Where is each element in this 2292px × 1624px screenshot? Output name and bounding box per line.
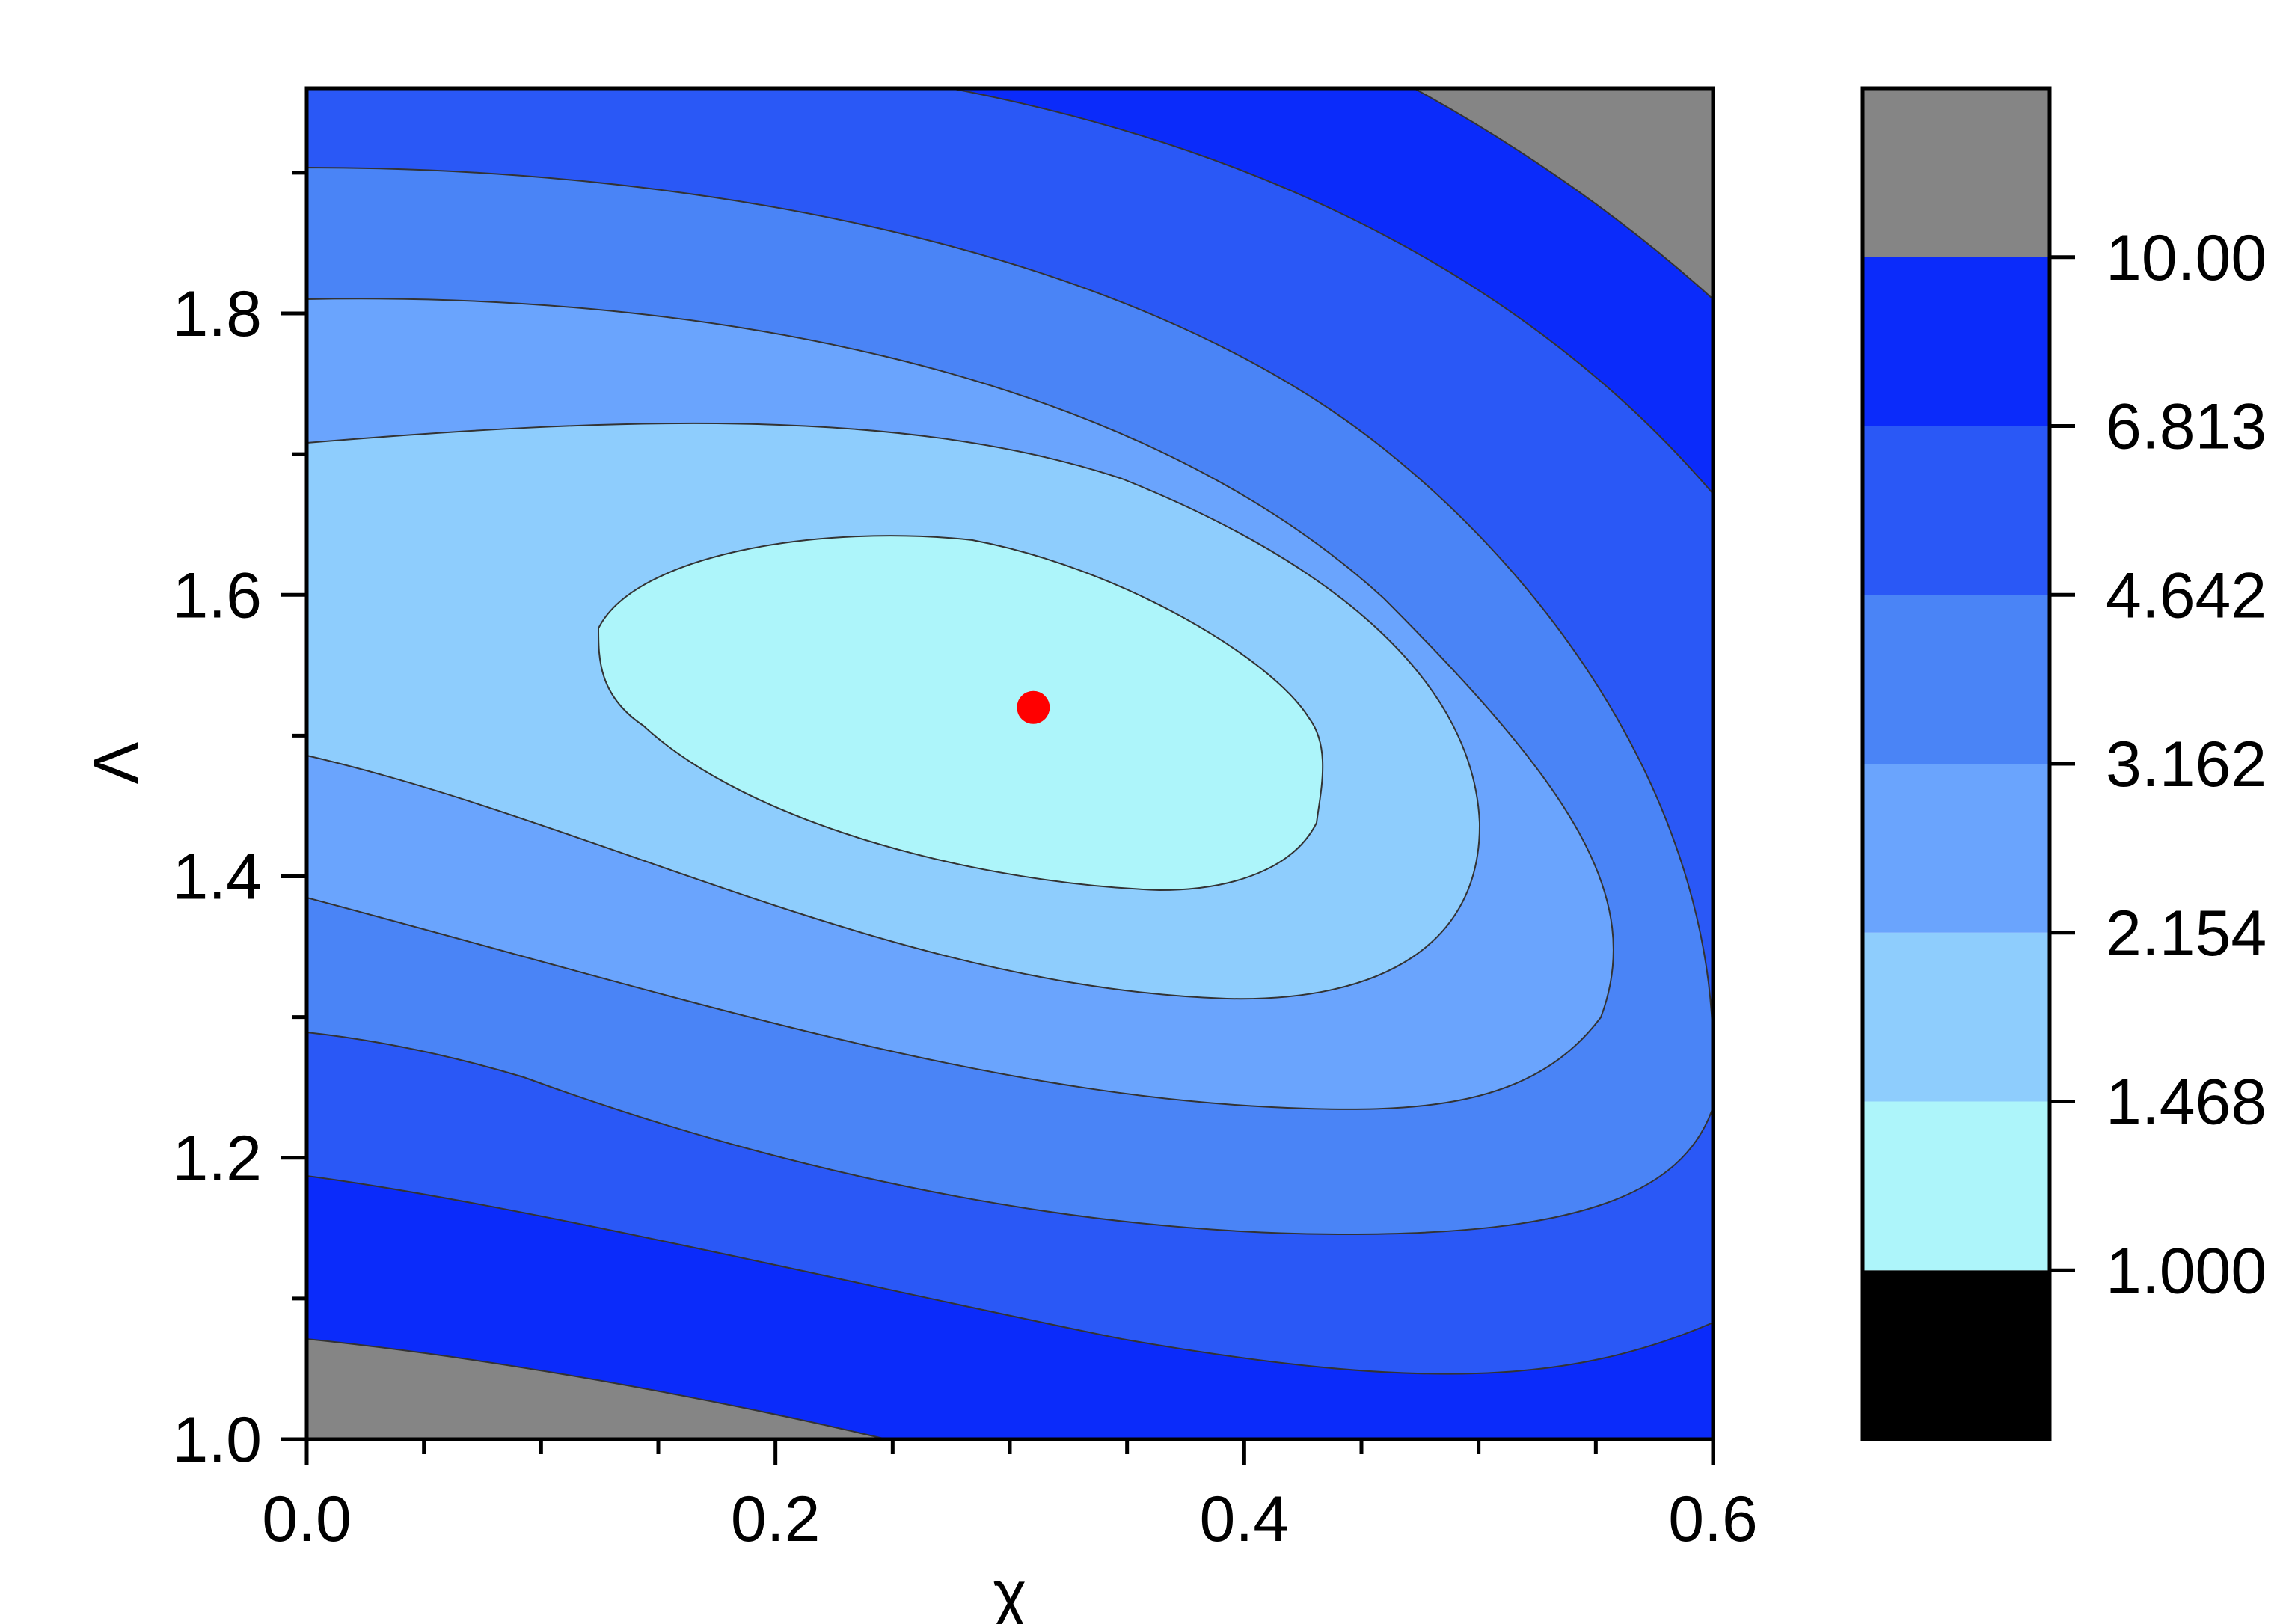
colorbar-swatch (1863, 932, 2050, 1102)
colorbar-swatch (1863, 88, 2050, 257)
colorbar-label: 1.468 (2106, 1067, 2267, 1139)
x-tick-label: 0.6 (1668, 1483, 1758, 1555)
band-top-10 (949, 88, 1713, 495)
colorbar-swatch (1863, 426, 2050, 595)
y-tick-label: 1.4 (172, 842, 262, 913)
x-tick-label: 0.2 (731, 1483, 821, 1555)
colorbar-swatch (1863, 764, 2050, 933)
colorbar-label: 6.813 (2106, 391, 2267, 463)
band-bottom-corner (307, 1337, 887, 1439)
x-tick-label: 0.4 (1200, 1483, 1290, 1555)
band-top-corner (1413, 88, 1713, 301)
band-bottom-10 (307, 1176, 1713, 1439)
colorbar: 1.000 1.468 2.154 3.162 4.642 6.813 10.00 (1860, 86, 2267, 1441)
colorbar-swatch (1863, 257, 2050, 426)
contour-line-1 (307, 1175, 1713, 1375)
y-tick-label: 1.2 (172, 1123, 262, 1195)
x-axis-label: χ (993, 1558, 1026, 1624)
colorbar-label: 10.00 (2106, 222, 2267, 294)
y-axis-label: Λ (81, 741, 153, 785)
x-tick-label: 0.0 (262, 1483, 352, 1555)
y-tick-label: 1.6 (172, 560, 262, 631)
minimum-marker (1017, 690, 1050, 724)
colorbar-swatch (1863, 595, 2050, 764)
y-tick-label: 1.8 (172, 278, 262, 350)
colorbar-label: 2.154 (2106, 898, 2267, 969)
colorbar-label: 4.642 (2106, 560, 2267, 631)
y-tick-label: 1.0 (172, 1404, 262, 1476)
band-1468 (597, 535, 1324, 892)
colorbar-label: 1.000 (2106, 1235, 2267, 1307)
colorbar-swatch (1863, 1270, 2050, 1439)
y-axis-ticks: 1.0 1.2 1.4 1.6 1.8 (172, 171, 307, 1476)
colorbar-label: 3.162 (2106, 729, 2267, 800)
plot-area (307, 88, 1713, 1439)
x-axis-ticks: 0.0 0.2 0.4 0.6 (262, 1439, 1758, 1555)
colorbar-swatch (1863, 1101, 2050, 1271)
